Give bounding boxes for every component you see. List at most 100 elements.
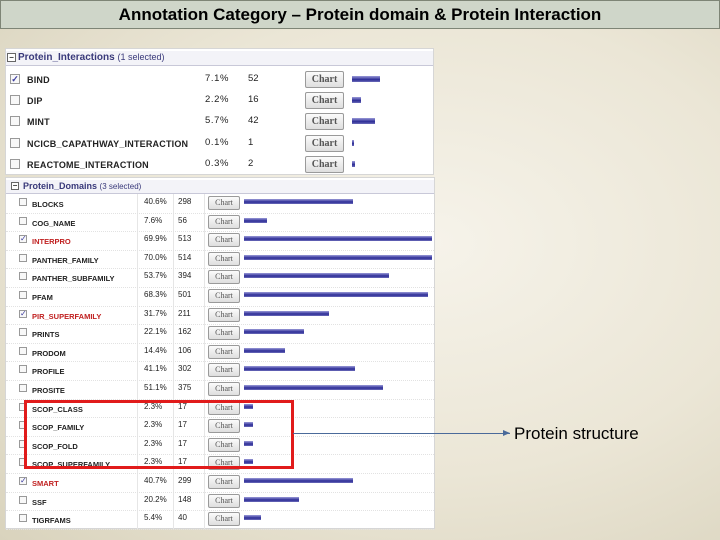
table-row: PRINTS 22.1% 162 Chart <box>6 325 434 344</box>
table-row: REACTOME_INTERACTION 0.3% 2 Chart <box>6 155 433 176</box>
chart-button[interactable]: Chart <box>208 493 240 508</box>
chart-button[interactable]: Chart <box>208 214 240 229</box>
count-value: 40 <box>178 513 187 523</box>
chart-button[interactable]: Chart <box>208 512 240 527</box>
table-row: TIGRFAMS 5.4% 40 Chart <box>6 511 434 530</box>
annotation-arrow-line <box>293 433 510 434</box>
count-value: 1 <box>248 136 254 148</box>
count-bar <box>244 217 267 223</box>
count-bar <box>244 385 384 390</box>
chart-button[interactable]: Chart <box>208 419 240 434</box>
percentage-value: 41.1% <box>144 364 167 374</box>
percentage-value: 7.6% <box>144 215 163 225</box>
row-checkbox[interactable] <box>19 346 27 355</box>
count-bar <box>244 310 329 316</box>
row-checkbox[interactable] <box>19 253 27 262</box>
count-value: 148 <box>178 494 192 504</box>
highlight-box <box>24 400 294 469</box>
chart-button[interactable]: Chart <box>305 113 344 131</box>
table-row: SCOP_FOLD 2.3% 17 Chart <box>6 437 434 456</box>
count-value: 162 <box>178 327 192 337</box>
count-bar <box>244 236 432 242</box>
count-value: 42 <box>248 115 259 127</box>
row-checkbox[interactable] <box>19 514 27 523</box>
chart-button[interactable]: Chart <box>305 92 344 110</box>
chart-button[interactable]: Chart <box>305 134 344 152</box>
protein-interactions-title: Protein_Interactions <box>18 52 115 63</box>
row-checkbox[interactable]: ✓ <box>10 74 20 84</box>
table-row: PROSITE 51.1% 375 Chart <box>6 381 434 400</box>
chart-button[interactable]: Chart <box>208 307 240 322</box>
row-checkbox[interactable] <box>10 95 20 106</box>
row-checkbox[interactable] <box>10 158 20 169</box>
protein-interactions-header[interactable]: − Protein_Interactions (1 selected) <box>6 51 433 66</box>
count-bar <box>244 440 254 446</box>
percentage-value: 0.3% <box>205 157 230 169</box>
collapse-minus-icon[interactable]: − <box>11 181 19 190</box>
percentage-value: 22.1% <box>144 327 167 337</box>
protein-domains-panel: − Protein_Domains (3 selected) BLOCKS 40.… <box>5 177 435 530</box>
row-checkbox[interactable]: ✓ <box>19 234 27 244</box>
count-value: 299 <box>178 476 192 485</box>
row-checkbox[interactable] <box>19 495 27 504</box>
category-name: SMART <box>32 479 59 488</box>
chart-button[interactable]: Chart <box>208 289 240 303</box>
percentage-value: 68.3% <box>144 290 167 299</box>
row-checkbox[interactable] <box>19 291 27 299</box>
row-checkbox[interactable] <box>19 365 27 374</box>
category-name: PANTHER_FAMILY <box>32 255 99 265</box>
category-name: SCOP_SUPERFAMILY <box>32 460 111 470</box>
percentage-value: 5.4% <box>144 513 163 523</box>
chart-button[interactable]: Chart <box>208 382 240 396</box>
percentage-value: 2.2% <box>205 94 230 106</box>
count-value: 302 <box>178 364 192 374</box>
row-checkbox[interactable] <box>19 328 27 337</box>
percentage-value: 2.3% <box>144 457 163 467</box>
count-bar <box>244 515 261 521</box>
count-value: 17 <box>178 457 187 467</box>
table-row: COG_NAME 7.6% 56 Chart <box>6 214 434 233</box>
protein-interactions-selected-count: (1 selected) <box>117 52 165 62</box>
table-row: SCOP_CLASS 2.3% 17 Chart <box>6 400 434 419</box>
table-row: SCOP_SUPERFAMILY 2.3% 17 Chart <box>6 455 434 475</box>
category-name: SCOP_FAMILY <box>32 423 85 433</box>
chart-button[interactable]: Chart <box>305 155 344 173</box>
category-name: MINT <box>27 117 50 128</box>
table-row: ✓ INTERPRO 69.9% 513 Chart <box>6 232 434 251</box>
category-name: PANTHER_SUBFAMILY <box>32 274 115 284</box>
row-checkbox[interactable] <box>10 116 20 127</box>
chart-button[interactable]: Chart <box>208 233 240 248</box>
count-value: 2 <box>248 157 254 169</box>
percentage-value: 7.1% <box>205 73 230 84</box>
chart-button[interactable]: Chart <box>305 71 344 88</box>
count-bar <box>244 459 254 465</box>
percentage-value: 51.1% <box>144 383 167 392</box>
table-row: ✓ PIR_SUPERFAMILY 31.7% 211 Chart <box>6 307 434 326</box>
row-checkbox[interactable] <box>10 137 20 148</box>
row-checkbox[interactable]: ✓ <box>19 308 27 318</box>
row-checkbox[interactable] <box>19 384 27 392</box>
row-checkbox[interactable] <box>19 216 27 225</box>
chart-button[interactable]: Chart <box>208 326 240 341</box>
chart-button[interactable]: Chart <box>208 437 240 452</box>
row-checkbox[interactable] <box>19 272 27 281</box>
row-checkbox[interactable]: ✓ <box>19 476 27 485</box>
chart-button[interactable]: Chart <box>208 344 240 359</box>
row-checkbox[interactable] <box>19 198 27 206</box>
chart-button[interactable]: Chart <box>208 251 240 266</box>
protein-domains-header[interactable]: − Protein_Domains (3 selected) <box>6 180 434 194</box>
count-bar <box>244 347 286 353</box>
collapse-minus-icon[interactable]: − <box>7 53 16 62</box>
protein-domains-title: Protein_Domains <box>23 181 98 191</box>
count-bar <box>244 254 432 260</box>
chart-button[interactable]: Chart <box>208 475 240 489</box>
table-row: PROFILE 41.1% 302 Chart <box>6 362 434 382</box>
count-bar <box>352 160 355 167</box>
chart-button[interactable]: Chart <box>208 270 240 285</box>
annotation-label: Protein structure <box>514 424 639 443</box>
chart-button[interactable]: Chart <box>208 363 240 378</box>
protein-domains-selected-count: (3 selected) <box>99 182 142 191</box>
percentage-value: 0.1% <box>205 136 230 148</box>
chart-button[interactable]: Chart <box>208 196 240 210</box>
count-value: 375 <box>178 383 192 392</box>
